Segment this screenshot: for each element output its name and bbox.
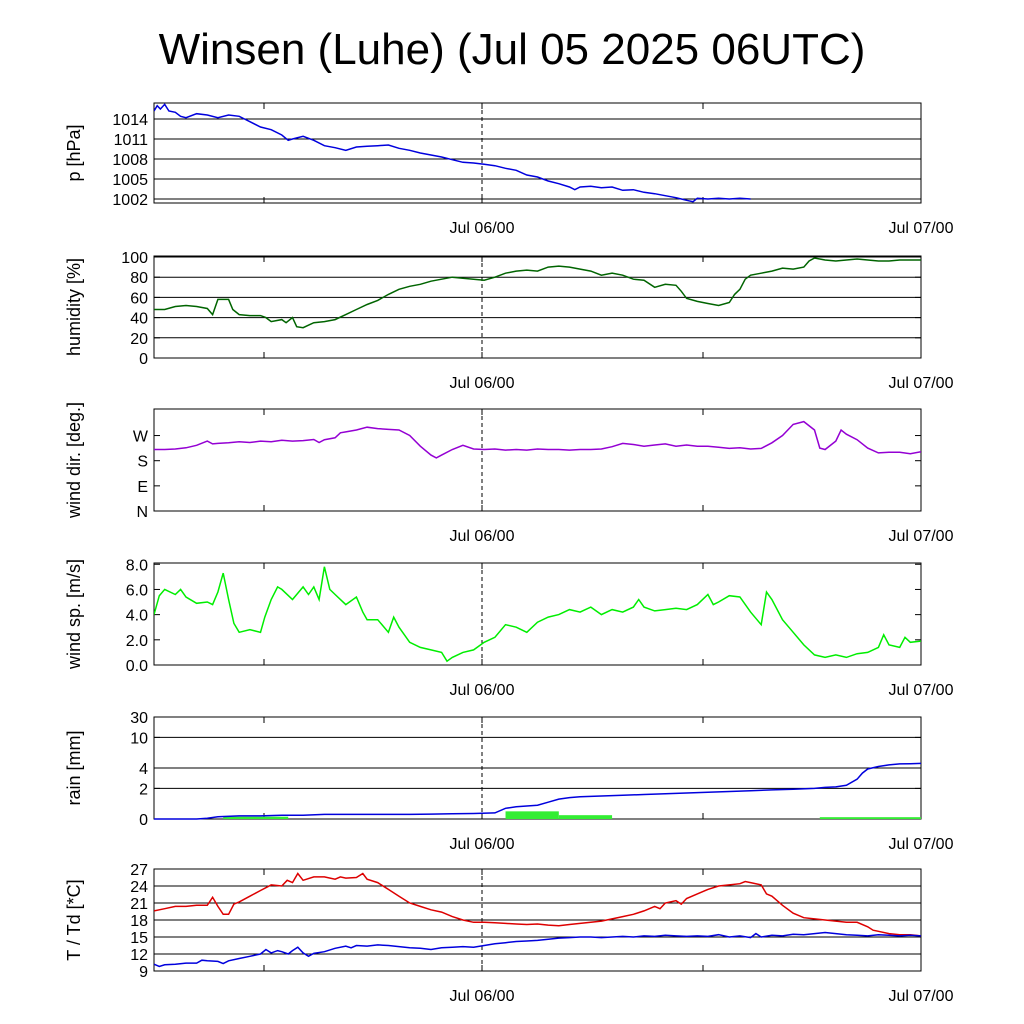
- pressure-ytick-label-3: 1011: [114, 132, 149, 149]
- wind_speed-ytick-label-2: 4.0: [126, 608, 148, 625]
- temperature-ytick-label-5: 24: [130, 879, 148, 896]
- humidity-frame: [153, 255, 922, 359]
- wind_dir-frame: [153, 408, 922, 512]
- temperature-ylabel: T / Td [*C]: [64, 879, 84, 960]
- pressure-xtick-label-1: Jul 07/00: [889, 220, 954, 237]
- humidity-ytick-label-0: 0: [139, 351, 148, 368]
- humidity-series-line: [154, 257, 921, 329]
- wind_dir-ytick-label-1: E: [137, 479, 148, 496]
- temperature-ytick-label-1: 12: [130, 947, 148, 964]
- rain-bar-2: [558, 815, 613, 819]
- pressure-ytick-label-1: 1005: [112, 172, 148, 189]
- temperature-xtick-label-1: Jul 07/00: [889, 988, 954, 1005]
- wind_speed-ytick-label-1: 2.0: [126, 633, 148, 650]
- wind_dir-ytick-label-3: W: [133, 429, 149, 446]
- wind_dir-xtick-label-1: Jul 07/00: [889, 528, 954, 545]
- rain-ytick-label-0: 0: [139, 812, 148, 829]
- rain-bar-3: [819, 817, 921, 819]
- humidity-ytick-label-3: 60: [130, 290, 148, 307]
- rain-xtick-label-0: Jul 06/00: [450, 836, 515, 853]
- humidity-ytick-label-1: 20: [130, 331, 148, 348]
- pressure-ytick-label-4: 1014: [112, 112, 148, 129]
- temperature-series-line-T: [154, 872, 921, 937]
- temperature-xtick-label-0: Jul 06/00: [450, 988, 515, 1005]
- pressure-frame: [153, 102, 922, 204]
- wind_speed-xtick-label-1: Jul 07/00: [889, 682, 954, 699]
- humidity-ylabel: humidity [%]: [64, 258, 84, 356]
- pressure-xtick-label-0: Jul 06/00: [450, 220, 515, 237]
- wind_dir-ylabel: wind dir. [deg.]: [64, 402, 84, 519]
- wind_speed-xtick-label-0: Jul 06/00: [450, 682, 515, 699]
- wind_speed-frame: [153, 562, 922, 666]
- wind_speed-ytick-label-0: 0.0: [126, 658, 148, 675]
- temperature-ytick-label-4: 21: [130, 896, 148, 913]
- pressure-ytick-label-2: 1008: [112, 152, 148, 169]
- wind_speed-series-line: [154, 566, 921, 663]
- temperature-series-line-Td: [154, 931, 921, 968]
- rain-ytick-label-2: 4: [139, 761, 148, 778]
- wind_dir-xtick-label-0: Jul 06/00: [450, 528, 515, 545]
- chart-title: Winsen (Luhe) (Jul 05 2025 06UTC): [158, 25, 866, 74]
- wind_speed-ytick-label-4: 8.0: [126, 557, 148, 574]
- rain-ylabel: rain [mm]: [64, 730, 84, 805]
- rain-bar-0: [223, 816, 289, 819]
- humidity-ytick-label-5: 100: [121, 250, 148, 267]
- humidity-xtick-label-1: Jul 07/00: [889, 375, 954, 392]
- humidity-xtick-label-0: Jul 06/00: [450, 375, 515, 392]
- rain-xtick-label-1: Jul 07/00: [889, 836, 954, 853]
- wind_dir-ytick-label-2: S: [137, 454, 148, 471]
- rain-ytick-label-4: 30: [130, 710, 148, 727]
- wind_speed-ytick-label-3: 6.0: [126, 582, 148, 599]
- temperature-ytick-label-0: 9: [139, 964, 148, 981]
- rain-series-line: [154, 762, 921, 820]
- temperature-ytick-label-2: 15: [130, 930, 148, 947]
- wind_dir-ytick-label-0: N: [136, 504, 148, 521]
- temperature-ytick-label-3: 18: [130, 913, 148, 930]
- pressure-ylabel: p [hPa]: [64, 124, 84, 181]
- rain-bar-1: [505, 811, 559, 819]
- wind_dir-series-line: [154, 420, 921, 459]
- rain-ytick-label-3: 10: [130, 730, 148, 747]
- pressure-series-line: [154, 103, 751, 203]
- pressure-ytick-label-0: 1002: [112, 192, 148, 209]
- rain-ytick-label-1: 2: [139, 781, 148, 798]
- humidity-ytick-label-4: 80: [130, 270, 148, 287]
- humidity-ytick-label-2: 40: [130, 311, 148, 328]
- temperature-ytick-label-6: 27: [130, 862, 148, 879]
- wind_speed-ylabel: wind sp. [m/s]: [64, 559, 84, 670]
